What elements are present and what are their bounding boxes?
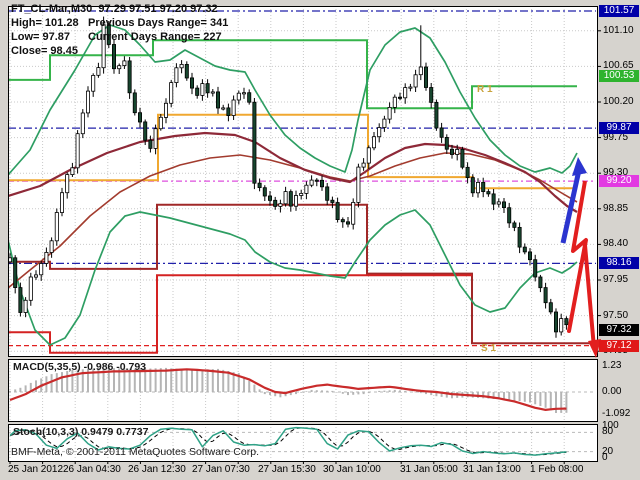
indicator-axis-label: 1.23 (602, 360, 622, 371)
price-marker-101.57: 101.57 (599, 5, 639, 17)
maroon-step-line (9, 203, 596, 345)
s1-step-line (9, 274, 472, 354)
r1-step-line (9, 39, 577, 110)
price-axis-label: 100.65 (603, 60, 634, 72)
copyright-note: BMF-Meta, © 2001-2011 MetaQuotes Softwar… (11, 446, 259, 458)
stat-prev-range: Previous Days Range= 341 (88, 17, 229, 29)
price-axis-label: 100.20 (603, 96, 634, 107)
indicator-axis-label: 0 (602, 452, 608, 463)
indicator-axis-label: 20 (602, 446, 614, 457)
price-axis-label: 98.85 (603, 202, 629, 214)
indicator-axis-label: 80 (602, 426, 614, 437)
stat-high: High= 101.28 (11, 17, 79, 29)
time-axis-label: 31 Jan 13:00 (463, 464, 521, 475)
down-trend-arrow (567, 180, 596, 349)
time-axis-label: 30 Jan 10:00 (323, 464, 381, 475)
stat-close: Close= 98.45 (11, 45, 78, 57)
price-marker-98.16: 98.16 (599, 257, 639, 270)
price-axis-label: 101.10 (603, 24, 634, 36)
bollinger-upper-band (9, 24, 578, 176)
price-axis-label: 99.75 (603, 131, 629, 143)
time-axis-label: 26 Jan 12:30 (128, 464, 186, 475)
time-axis-label: 26 Jan 04:30 (63, 464, 121, 475)
pivot-tag-s1: S 1 (481, 343, 497, 354)
macd-panel (8, 359, 598, 422)
stat-low: Low= 97.87 (11, 31, 71, 43)
time-axis-label: 25 Jan 2012 (8, 464, 64, 475)
time-axis-label: 1 Feb 08:00 (530, 464, 584, 475)
indicator-axis-label: -1.092 (602, 408, 631, 419)
time-axis-label: 31 Jan 05:00 (400, 464, 458, 475)
up-trend-arrow (560, 169, 582, 244)
price-axis-label: 97.50 (603, 309, 629, 321)
indicator-axis-label: 100 (602, 420, 619, 431)
indicator-axis-label: 0.00 (602, 386, 622, 397)
price-marker-100.53: 100.53 (599, 69, 639, 82)
price-axis-label: 99.30 (603, 167, 629, 179)
price-marker-97.12: 97.12 (599, 339, 639, 352)
price-marker-99.20: 99.20 (599, 175, 639, 188)
macd-signal-line (9, 368, 567, 411)
time-axis-label: 27 Jan 15:30 (258, 464, 316, 475)
stoch-indicator-label: Stoch(10,3,3) 0.9479 0.7737 (13, 426, 149, 438)
macd-indicator-label: MACD(5,35,5) -0.986 -0.793 (13, 361, 147, 373)
price-marker-99.87: 99.87 (599, 122, 639, 135)
symbol-ohlc-header: FT_CL-Mar,M30 97.29 97.51 97.20 97.32 (11, 3, 218, 15)
stat-curr-range: Current Days Range= 227 (88, 31, 222, 43)
stoch-main-line (9, 426, 567, 456)
pivot-tag-r1: R 1 (477, 84, 493, 95)
price-axis-label: 97.95 (603, 273, 629, 285)
price-marker-97.32: 97.32 (599, 323, 639, 336)
time-axis-label: 27 Jan 07:30 (192, 464, 250, 475)
bollinger-lower-band (9, 209, 578, 346)
price-axis-label: 98.40 (603, 238, 629, 250)
